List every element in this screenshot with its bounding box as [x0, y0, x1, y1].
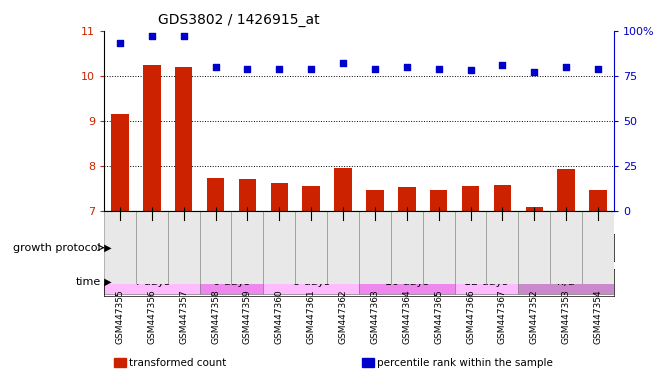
Text: transformed count: transformed count [129, 358, 226, 368]
Bar [168, 211, 200, 284]
Point [370, 66, 380, 72]
Text: ▶: ▶ [101, 277, 111, 287]
Bar [423, 211, 455, 284]
Bar [398, 187, 415, 211]
Bar [518, 270, 614, 294]
Text: GDS3802 / 1426915_at: GDS3802 / 1426915_at [158, 13, 319, 27]
Bar [175, 67, 193, 211]
Point [561, 64, 572, 70]
Point [274, 66, 285, 72]
Text: 4 days: 4 days [134, 277, 170, 287]
Bar [143, 65, 160, 211]
Bar [104, 211, 136, 284]
Bar [391, 211, 423, 284]
Point [465, 67, 476, 73]
Text: ▶: ▶ [101, 243, 111, 253]
Bar [104, 236, 519, 260]
Bar [359, 270, 455, 294]
Point [592, 66, 603, 72]
Bar [303, 186, 320, 211]
Point [433, 66, 444, 72]
Point [306, 66, 317, 72]
Bar [582, 211, 614, 284]
Bar [207, 178, 224, 211]
Bar [462, 186, 479, 211]
Bar [231, 211, 263, 284]
Bar [263, 211, 295, 284]
Bar [525, 207, 543, 211]
Text: 6 days: 6 days [213, 277, 250, 287]
Bar [550, 211, 582, 284]
Bar [200, 211, 231, 284]
Text: DMSO: DMSO [294, 242, 328, 252]
Bar [518, 236, 614, 260]
Bar [366, 190, 384, 211]
Bar [200, 270, 263, 294]
Point [242, 66, 253, 72]
Bar [486, 211, 519, 284]
Bar [334, 168, 352, 211]
Point [115, 40, 125, 46]
Text: n/a: n/a [558, 277, 575, 287]
Point [210, 64, 221, 70]
Bar [359, 211, 391, 284]
Text: percentile rank within the sample: percentile rank within the sample [377, 358, 553, 368]
Point [146, 33, 157, 39]
Text: 8 days: 8 days [293, 277, 329, 287]
Point [401, 64, 412, 70]
Text: 12 days: 12 days [464, 277, 509, 287]
Bar [263, 270, 359, 294]
Bar [455, 270, 518, 294]
Point [338, 60, 348, 66]
Text: growth protocol: growth protocol [13, 243, 101, 253]
Point [529, 69, 539, 75]
Bar [239, 179, 256, 211]
Bar [111, 114, 129, 211]
Bar [589, 190, 607, 211]
Bar [295, 211, 327, 284]
Text: control: control [547, 242, 586, 252]
Bar [104, 270, 200, 294]
Bar [136, 211, 168, 284]
Text: time: time [75, 277, 101, 287]
Bar [327, 211, 359, 284]
Bar [518, 211, 550, 284]
Point [178, 33, 189, 39]
Bar [430, 190, 448, 211]
Point [497, 62, 508, 68]
Bar [270, 183, 288, 211]
Bar [455, 211, 486, 284]
Bar [558, 169, 575, 211]
Text: 10 days: 10 days [385, 277, 429, 287]
Bar [494, 185, 511, 211]
